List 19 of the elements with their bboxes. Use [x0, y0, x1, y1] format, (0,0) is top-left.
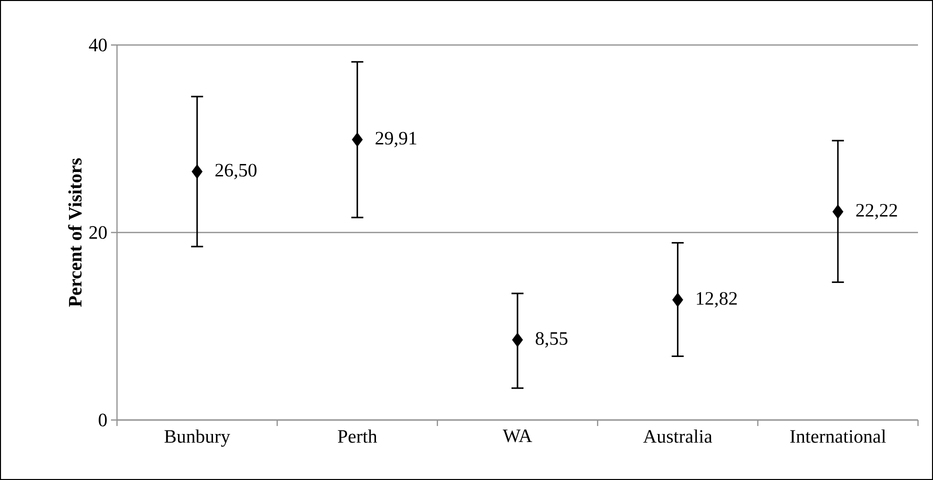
data-label: 8,55: [536, 332, 568, 348]
y-tick-label: 20: [89, 226, 107, 239]
x-tick-label: Bunbury: [164, 430, 230, 447]
y-axis-title: Percent of Visitors: [68, 158, 82, 307]
y-tick-label: 40: [88, 38, 107, 52]
data-label: 29,91: [376, 132, 416, 148]
x-tick-label: Australia: [643, 430, 712, 443]
data-label: 26,50: [215, 164, 256, 180]
point: [352, 132, 363, 147]
point: [672, 292, 684, 308]
data-label: 12,82: [696, 292, 737, 308]
x-tick-label: WA: [502, 430, 532, 442]
y-tick-label: 0: [98, 414, 107, 426]
data-label: 22,22: [856, 204, 897, 220]
point: [512, 332, 523, 348]
point: [832, 204, 844, 219]
x-tick-label: Perth: [338, 430, 378, 443]
x-tick-label: International: [790, 430, 886, 443]
point: [192, 164, 203, 179]
